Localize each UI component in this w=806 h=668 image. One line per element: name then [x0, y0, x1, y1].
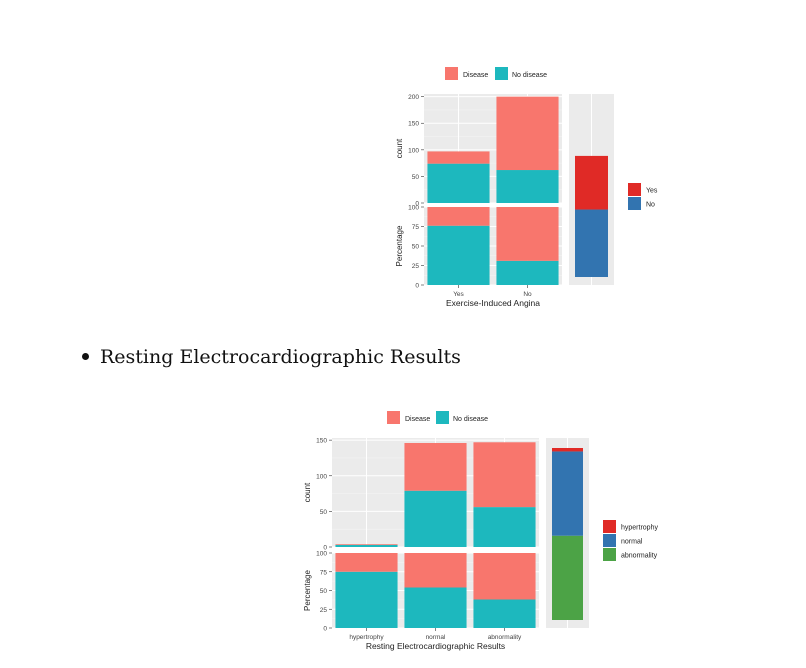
percentage-bar-disease [427, 207, 490, 226]
count-bar-no-disease [473, 507, 536, 547]
percentage-tick-label: 0 [323, 626, 327, 633]
count-tick-label: 150 [316, 438, 327, 445]
percentage-bar-disease [496, 207, 559, 261]
percentage-tick-label: 50 [320, 588, 328, 595]
bullet-item: Resting Electrocardiographic Results [82, 346, 461, 368]
percentage-tick-label: 0 [415, 283, 419, 290]
count-bar-disease [427, 151, 490, 164]
figure-exercise-angina: Disease No disease 0 50 100 150 200 count 0 25 50 7… [0, 0, 806, 324]
side-legend-key-yes [628, 183, 641, 196]
count-tick-label: 150 [408, 121, 419, 128]
count-bar-disease [335, 544, 398, 545]
x-axis-label: Exercise-Induced Angina [446, 298, 540, 308]
percentage-tick-label: 75 [412, 224, 420, 231]
side-legend-label-abnormality: abnormality [621, 553, 658, 560]
percentage-y-axis-label: Percentage [303, 569, 312, 610]
x-tick-label: normal [426, 634, 446, 641]
chart-exercise-angina: Disease No disease 0 50 100 150 200 count 0 25 50 7… [395, 67, 658, 308]
x-tick-label: abnormality [488, 634, 522, 641]
side-legend-key-hypertrophy [603, 520, 616, 533]
count-bar-no-disease [335, 544, 398, 547]
percentage-bar-no-disease [335, 571, 398, 628]
side-bar-hypertrophy [552, 448, 583, 452]
count-tick-label: 50 [412, 174, 420, 181]
count-bar-disease [496, 96, 559, 171]
count-tick-label: 0 [415, 201, 419, 208]
count-bar-disease [404, 442, 467, 491]
count-tick-label: 100 [316, 473, 327, 480]
side-legend-label-normal: normal [621, 539, 643, 546]
count-tick-label: 200 [408, 94, 419, 101]
percentage-bar-disease [404, 553, 467, 588]
side-bar-normal [552, 451, 583, 536]
percentage-tick-label: 50 [412, 244, 420, 251]
percentage-bar-no-disease [496, 260, 559, 285]
side-legend-key-abnormality [603, 548, 616, 561]
percentage-tick-label: 75 [320, 569, 328, 576]
percentage-bar-disease [335, 553, 398, 572]
legend-label-disease: Disease [463, 72, 488, 79]
percentage-tick-label: 100 [316, 551, 327, 558]
count-bar-disease [473, 442, 536, 508]
legend-label-no-disease: No disease [512, 72, 547, 79]
percentage-bar-no-disease [404, 587, 467, 628]
legend-label-disease: Disease [405, 416, 430, 423]
legend-key-no-disease [495, 67, 508, 80]
count-y-axis-label: count [395, 138, 404, 158]
legend-key-disease [445, 67, 458, 80]
side-bar-yes [575, 155, 608, 210]
count-bar-no-disease [496, 170, 559, 203]
side-bar-abnormality [552, 535, 583, 620]
x-axis-label: Resting Electrocardiographic Results [366, 641, 505, 651]
percentage-y-axis-label: Percentage [395, 225, 404, 266]
count-tick-label: 0 [323, 545, 327, 552]
side-legend-label-hypertrophy: hypertrophy [621, 525, 658, 532]
count-tick-label: 50 [320, 509, 328, 516]
bullet-dot-icon [82, 352, 89, 360]
count-y-axis-label: count [303, 482, 312, 502]
percentage-tick-label: 100 [408, 205, 419, 212]
count-bar-no-disease [427, 163, 490, 203]
percentage-bar-no-disease [473, 599, 536, 628]
legend-key-disease [387, 411, 400, 424]
count-bar-no-disease [404, 490, 467, 547]
x-tick-label: Yes [453, 291, 464, 298]
count-tick-label: 100 [408, 147, 419, 154]
side-legend-key-normal [603, 534, 616, 547]
percentage-tick-label: 25 [320, 607, 328, 614]
percentage-tick-label: 25 [412, 263, 420, 270]
figure-resting-ecg: Disease No disease 0 50 100 150 count 0 25 50 75 10… [0, 400, 806, 668]
x-tick-label: No [523, 291, 532, 298]
side-bar-no [575, 209, 608, 277]
legend-label-no-disease: No disease [453, 416, 488, 423]
side-legend-key-no [628, 197, 641, 210]
chart-resting-ecg: Disease No disease 0 50 100 150 count 0 25 50 75 10… [303, 411, 658, 651]
bullet-text: Resting Electrocardiographic Results [100, 346, 461, 368]
side-legend-label-no: No [646, 202, 655, 209]
legend-key-no-disease [436, 411, 449, 424]
percentage-bar-disease [473, 553, 536, 600]
x-tick-label: hypertrophy [349, 634, 384, 641]
side-legend-label-yes: Yes [646, 188, 658, 195]
percentage-bar-no-disease [427, 225, 490, 285]
